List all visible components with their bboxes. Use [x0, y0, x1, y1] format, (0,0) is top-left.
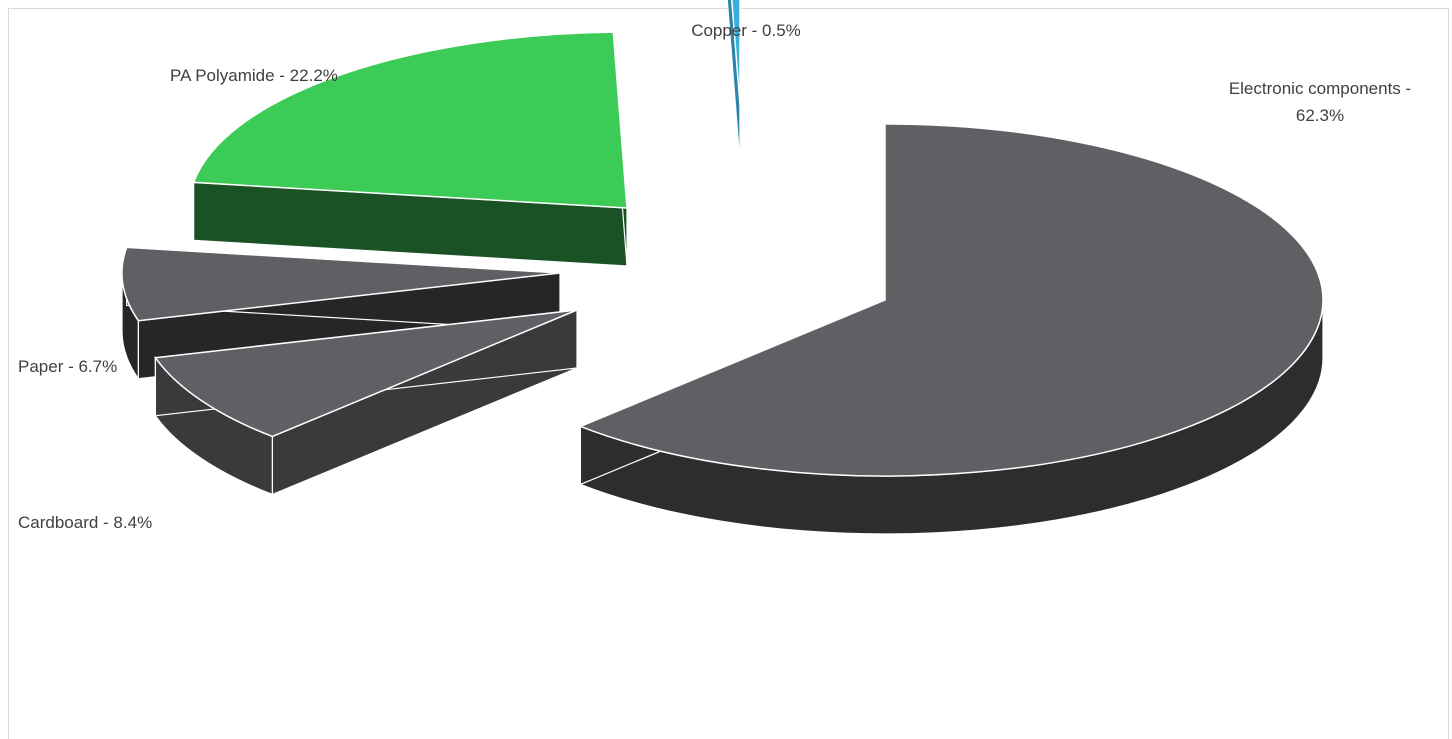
data-label-electronic-components: Electronic components -62.3% — [1229, 79, 1411, 125]
pie-slice-cardboard[interactable] — [154, 309, 578, 496]
data-label-pa-polyamide: PA Polyamide - 22.2% — [170, 66, 338, 85]
pie-slice-top — [731, 0, 741, 106]
pie-slice-top — [578, 123, 1324, 477]
pie-slice-top — [121, 246, 561, 322]
data-label-copper: Copper - 0.5% — [691, 21, 801, 40]
pie-slice-electronic-components[interactable] — [578, 123, 1324, 535]
data-label-cardboard: Cardboard - 8.4% — [18, 513, 152, 532]
pie-slice-top — [154, 309, 578, 438]
pie-slice-top — [192, 31, 628, 209]
data-label-paper: Paper - 6.7% — [18, 357, 117, 376]
pie-slice-copper[interactable] — [726, 0, 741, 164]
pie-slice-pa-polyamide[interactable] — [192, 31, 628, 267]
pie-slice-paper[interactable] — [121, 246, 561, 381]
